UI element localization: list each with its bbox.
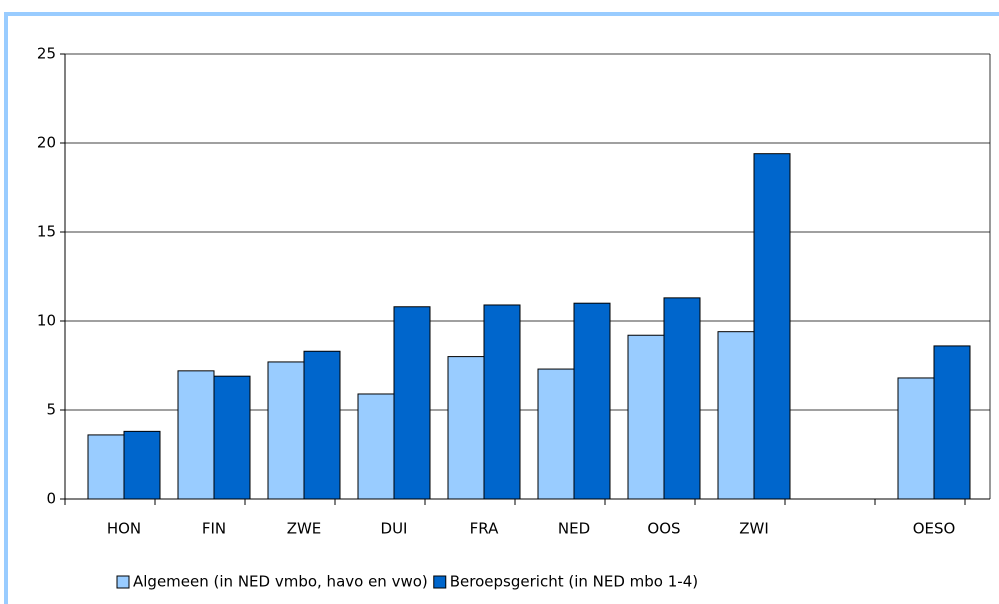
y-tick-label: 10 [37,312,56,330]
legend-swatch [433,575,447,589]
bar [177,370,215,500]
x-tick-label: ZWI [739,520,769,538]
bar [537,368,575,500]
bar [123,430,161,500]
y-tick-label: 25 [37,45,56,63]
legend-label: Beroepsgericht (in NED mbo 1-4) [450,573,698,591]
bar [213,375,251,500]
y-tick-label: 20 [37,134,56,152]
bar [357,393,395,500]
x-tick-label: FRA [470,520,499,538]
y-tick-label: 0 [46,490,56,508]
x-tick-label: DUI [381,520,408,538]
bar [573,302,611,500]
x-tick-label: HON [107,520,141,538]
x-tick-label: NED [558,520,590,538]
y-tick-label: 5 [46,401,56,419]
y-tick-label: 15 [37,223,56,241]
bar [267,361,305,500]
bar [87,434,125,500]
bar [717,331,755,500]
bar [627,334,665,500]
legend-label: Algemeen (in NED vmbo, havo en vwo) [133,573,428,591]
bar [393,306,431,500]
bar [447,356,485,500]
x-tick-label: ZWE [287,520,322,538]
bar [897,377,935,500]
x-tick-label: OESO [913,520,956,538]
bar [663,297,701,500]
bar [753,153,791,500]
bar [303,350,341,500]
legend-swatch [116,575,130,589]
x-tick-label: FIN [202,520,226,538]
bar [933,345,971,500]
bar [483,304,521,500]
x-tick-label: OOS [647,520,680,538]
